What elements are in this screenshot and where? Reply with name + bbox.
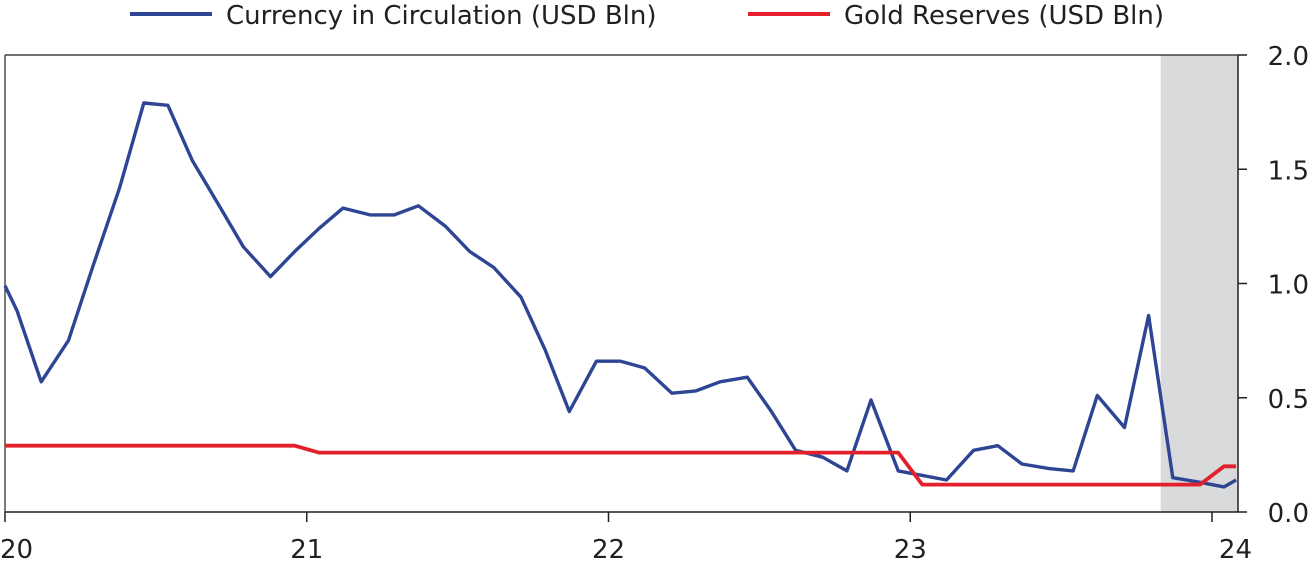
- y-tick-label: 2.0: [1268, 42, 1309, 72]
- x-tick-label: 20: [0, 535, 33, 564]
- series-line-currency: [3, 101, 1237, 489]
- legend: Currency in Circulation (USD Bln) Gold R…: [130, 1, 1164, 31]
- shaded-region: [1160, 55, 1238, 512]
- y-tick-label: 0.0: [1268, 499, 1309, 529]
- y-tick-label: 1.0: [1268, 271, 1309, 301]
- legend-label-gold: Gold Reserves (USD Bln): [844, 1, 1164, 31]
- y-axis-ticks: 0.0 0.5 1.0 1.5 2.0: [1238, 42, 1309, 529]
- y-tick-label: 1.5: [1268, 156, 1309, 186]
- series-line-gold: [5, 443, 1237, 487]
- x-tick-label: 22: [592, 535, 625, 564]
- x-tick-label: 24: [1219, 535, 1252, 564]
- series-lines: [3, 101, 1237, 489]
- legend-label-currency: Currency in Circulation (USD Bln): [226, 1, 657, 31]
- x-tick-label: 23: [894, 535, 927, 564]
- x-axis-ticks: 20 21 22 23 24: [0, 512, 1252, 564]
- y-tick-label: 0.5: [1268, 385, 1309, 415]
- x-tick-label: 21: [290, 535, 323, 564]
